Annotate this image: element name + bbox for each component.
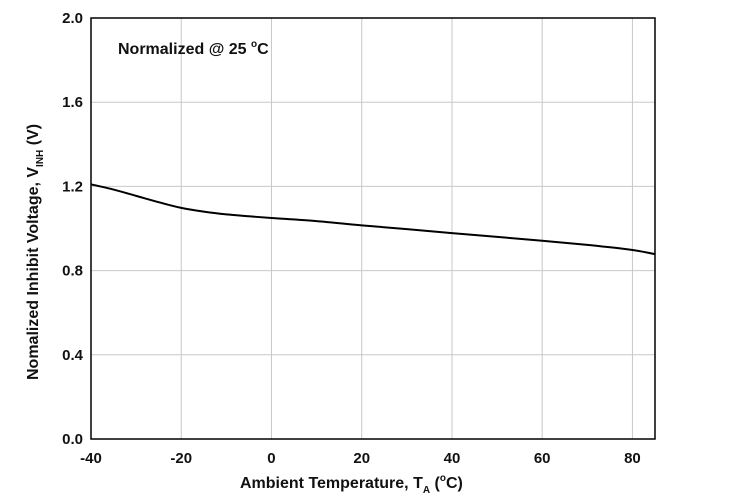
y-tick-label: 0.8 [62, 263, 83, 280]
x-axis-label-prefix: Ambient Temperature, T [240, 475, 423, 492]
annotation-suffix: C [257, 41, 269, 58]
x-tick-label: 60 [534, 450, 551, 467]
x-tick-label: 20 [353, 450, 370, 467]
y-tick-label: 0.0 [62, 431, 83, 448]
y-tick-label: 1.6 [62, 94, 83, 111]
x-tick-label: 0 [267, 450, 275, 467]
y-axis-label-sub: INH [35, 150, 46, 167]
x-tick-label: -40 [80, 450, 102, 467]
series-line [90, 183, 656, 256]
x-axis-label-degree: o [440, 473, 446, 484]
x-tick-label: 80 [624, 450, 641, 467]
x-tick-label: 40 [444, 450, 461, 467]
y-axis-label: Nomalized Inhibit Voltage, VINH (V) [25, 124, 46, 380]
grid [91, 18, 655, 439]
x-axis-label-sub: A [423, 485, 430, 496]
x-axis-label-suffix: C) [446, 475, 463, 492]
x-tick-label: -20 [170, 450, 192, 467]
annotation-prefix: Normalized @ 25 [118, 41, 251, 58]
y-tick-label: 1.2 [62, 178, 83, 195]
chart-annotation: Normalized @ 25 oC [118, 39, 269, 58]
series [90, 183, 656, 256]
x-axis-label-mid: ( [430, 475, 440, 492]
y-axis-label-suffix: (V) [25, 124, 42, 150]
tick-labels: -40 -20 0 20 40 60 80 0.0 0.4 0.8 1.2 1.6 2.0 [62, 10, 641, 467]
plot-frame [90, 17, 656, 440]
y-axis-label-prefix: Nomalized Inhibit Voltage, V [25, 167, 42, 380]
y-tick-label: 0.4 [62, 347, 84, 364]
y-tick-label: 2.0 [62, 10, 83, 27]
x-axis-label: Ambient Temperature, TA (oC) [240, 473, 463, 496]
annotation-degree: o [251, 39, 257, 50]
